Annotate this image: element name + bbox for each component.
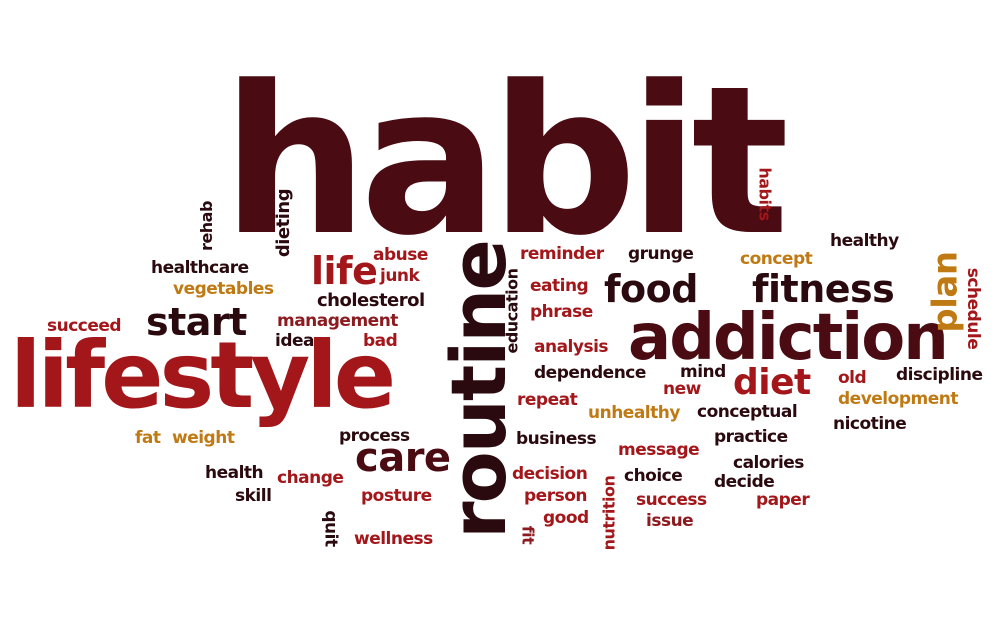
word-new: new [663,379,701,399]
word-reminder: reminder [520,244,604,264]
word-conceptual: conceptual [697,402,798,422]
word-idea: idea [275,331,315,351]
word-junk: junk [380,266,420,286]
word-dieting: dieting [273,188,295,258]
word-health: health [205,463,264,483]
word-fat: fat [135,428,161,448]
word-cholesterol: cholesterol [317,290,425,311]
word-weight: weight [172,428,235,448]
word-analysis: analysis [534,337,609,357]
word-food: food [604,267,698,311]
word-dependence: dependence [534,363,646,383]
word-lifestyle: lifestyle [10,322,396,429]
word-fitness: fitness [752,267,895,311]
word-skill: skill [235,486,272,506]
word-plan: plan [925,251,966,333]
word-quit: quit [320,510,341,547]
word-succeed: succeed [47,316,122,336]
word-start: start [146,300,247,344]
word-vegetables: vegetables [173,279,274,299]
word-rehab: rehab [196,201,216,251]
word-success: success [636,490,707,510]
word-development: development [838,389,958,409]
word-decide: decide [714,472,775,492]
word-management: management [277,311,398,331]
word-grunge: grunge [628,244,694,264]
word-decision: decision [512,464,588,484]
word-life: life [311,249,378,293]
word-business: business [516,429,597,449]
word-issue: issue [646,511,694,531]
word-discipline: discipline [896,365,983,385]
word-concept: concept [740,249,813,269]
word-eating: eating [530,276,589,296]
word-choice: choice [624,466,683,486]
word-message: message [618,440,700,460]
word-fit: fit [518,525,538,545]
word-addiction: addiction [628,301,949,375]
word-healthy: healthy [830,231,899,251]
word-unhealthy: unhealthy [588,403,680,423]
word-old: old [838,368,867,388]
word-bad: bad [363,331,398,351]
word-nicotine: nicotine [833,414,907,434]
word-paper: paper [756,490,810,510]
word-repeat: repeat [517,390,578,410]
word-change: change [277,468,344,488]
word-diet: diet [733,362,811,403]
word-phrase: phrase [530,302,593,322]
word-education: education [502,268,522,354]
word-habit: habit [222,43,789,281]
word-practice: practice [714,427,788,447]
word-posture: posture [361,486,432,506]
word-wellness: wellness [354,529,433,549]
word-mind: mind [680,362,726,382]
word-calories: calories [733,453,804,473]
word-schedule: schedule [963,267,984,350]
word-process: process [339,426,410,446]
word-person: person [524,486,587,506]
word-nutrition: nutrition [599,475,619,551]
word-abuse: abuse [373,245,428,265]
word-healthcare: healthcare [151,258,249,278]
word-habits: habits [755,167,775,221]
word-care: care [355,435,451,481]
word-good: good [543,508,589,528]
